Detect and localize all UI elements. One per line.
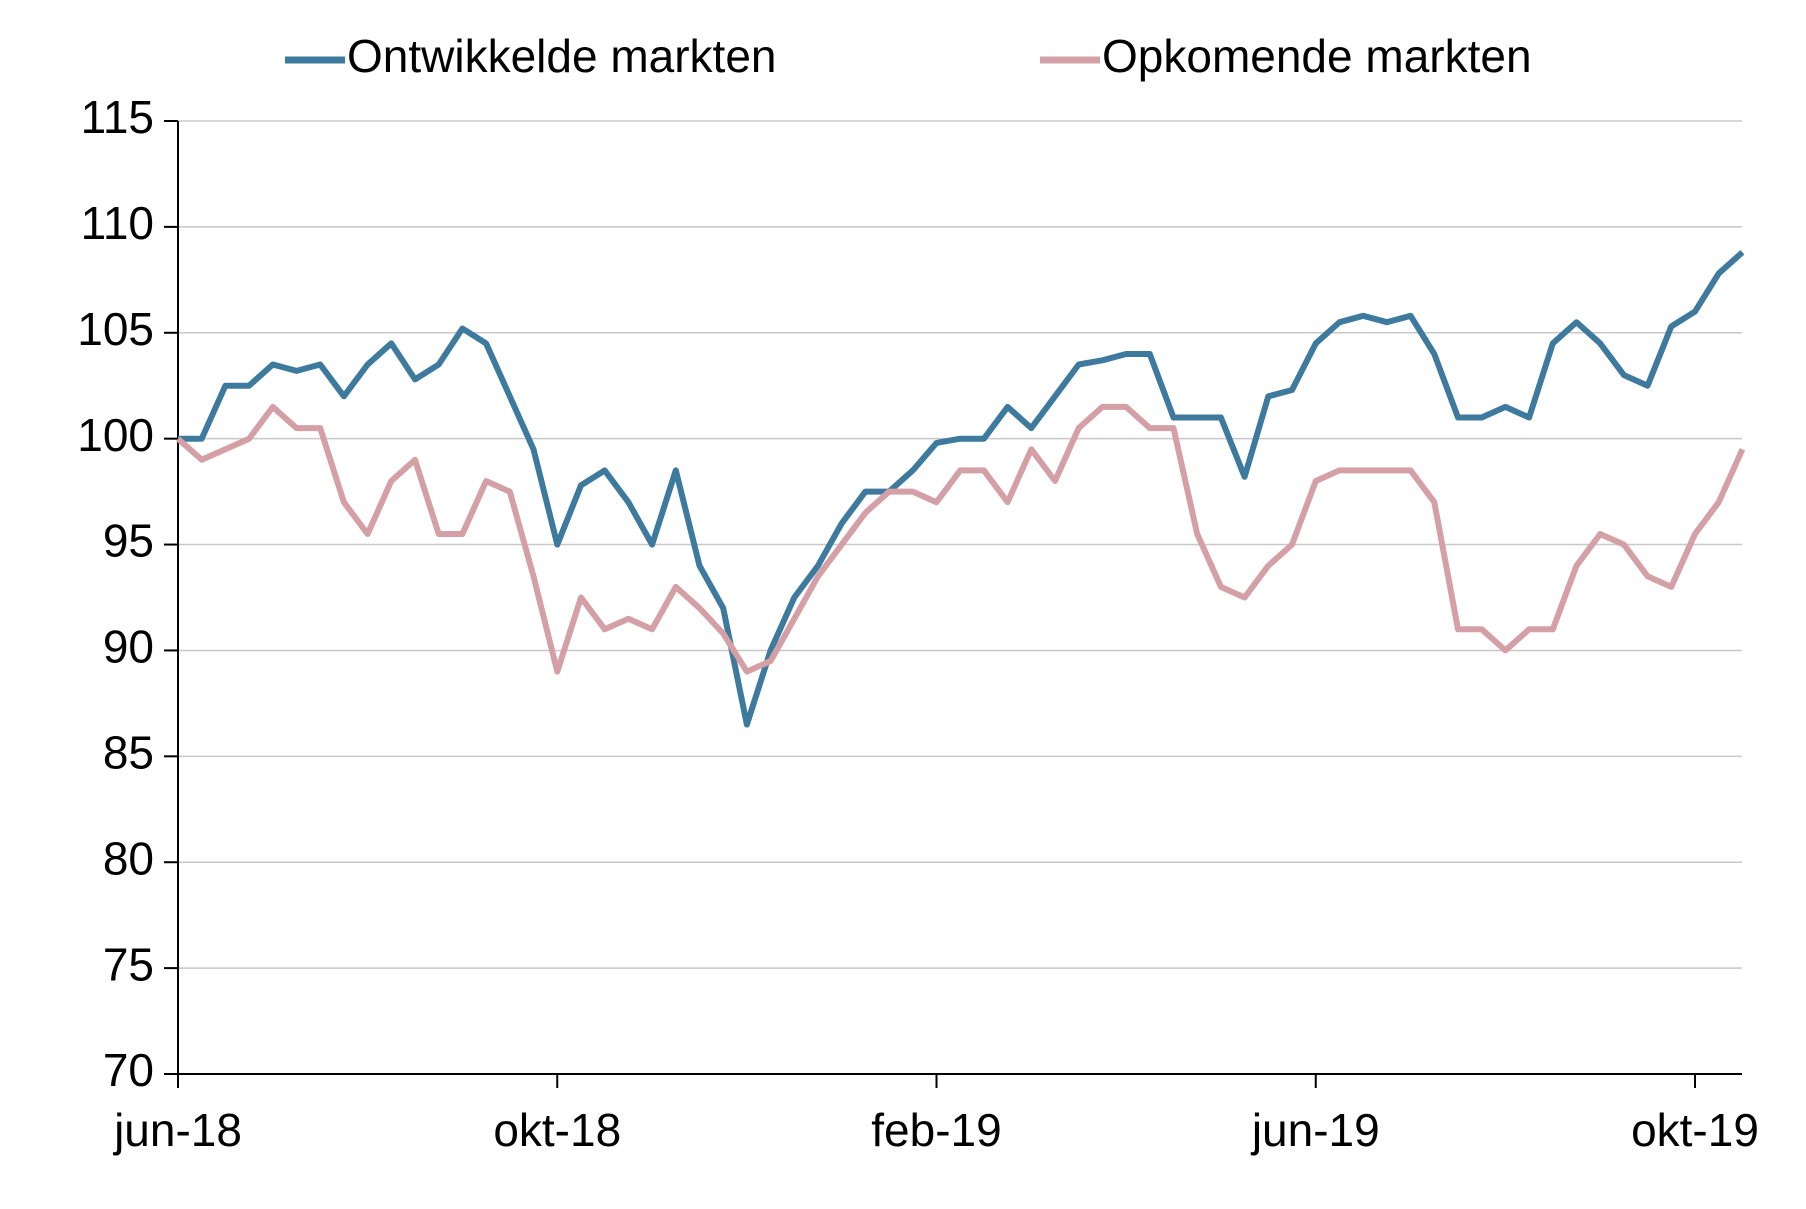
y-tick-label: 70	[103, 1044, 154, 1096]
y-tick-label: 100	[77, 409, 154, 461]
y-tick-label: 95	[103, 515, 154, 567]
y-tick-label: 80	[103, 832, 154, 884]
x-tick-label: feb-19	[871, 1104, 1001, 1156]
x-tick-label: okt-18	[493, 1104, 621, 1156]
y-tick-label: 90	[103, 621, 154, 673]
y-tick-label: 85	[103, 726, 154, 778]
y-tick-label: 110	[81, 197, 154, 249]
y-tick-label: 115	[81, 91, 154, 143]
x-tick-label: jun-18	[112, 1104, 242, 1156]
legend-label: Ontwikkelde markten	[347, 30, 777, 82]
y-tick-label: 105	[77, 303, 154, 355]
series-line	[176, 403, 1746, 675]
series-line	[178, 250, 1745, 728]
x-tick-label: okt-19	[1631, 1104, 1759, 1156]
y-tick-label: 75	[103, 938, 154, 990]
legend-label: Opkomende markten	[1102, 30, 1532, 82]
x-tick-label: jun-19	[1250, 1104, 1380, 1156]
